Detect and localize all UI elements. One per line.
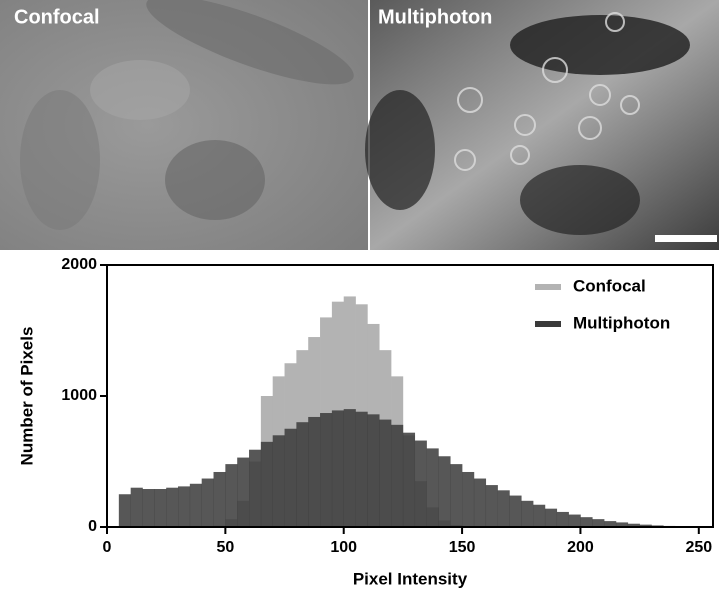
bar [214, 472, 226, 527]
bar [356, 412, 368, 527]
bar [285, 429, 297, 527]
x-tick-label: 0 [103, 539, 112, 556]
legend-label: Multiphoton [573, 313, 670, 332]
bar [273, 435, 285, 527]
bar [592, 519, 604, 527]
x-tick-label: 200 [567, 539, 594, 556]
legend-swatch [535, 284, 561, 290]
bar [379, 420, 391, 527]
y-tick-label: 1000 [61, 387, 97, 404]
bar [498, 490, 510, 527]
bar [569, 515, 581, 527]
image-label: Multiphoton [378, 6, 492, 28]
x-tick-label: 100 [330, 539, 357, 556]
bar [391, 425, 403, 527]
bar [154, 489, 166, 527]
bar [462, 472, 474, 527]
bar [332, 410, 344, 527]
x-tick-label: 50 [216, 539, 234, 556]
legend-label: Confocal [573, 276, 646, 295]
bar [486, 485, 498, 527]
bar [415, 441, 427, 527]
bar [545, 509, 557, 527]
histogram: 0 1000 2000 0 50 100 150 200 250 Confocal Multipho… [61, 256, 713, 556]
bar [580, 517, 592, 527]
legend-swatch [535, 321, 561, 327]
bar [450, 464, 462, 527]
bar [131, 488, 143, 527]
bar [521, 501, 533, 527]
bar [225, 464, 237, 527]
bar [296, 422, 308, 527]
bar [320, 413, 332, 527]
bar [261, 442, 273, 527]
y-tick-label: 2000 [61, 256, 97, 273]
x-axis-title: Pixel Intensity [353, 569, 468, 588]
y-axis-title: Number of Pixels [17, 327, 36, 466]
bar [509, 496, 521, 527]
bar [403, 433, 415, 527]
bar [367, 414, 379, 527]
x-tick-label: 250 [685, 539, 712, 556]
bar [178, 486, 190, 527]
bar [557, 512, 569, 527]
bar [237, 458, 249, 527]
bar [190, 484, 202, 527]
confocal-image: Confocal [0, 0, 368, 250]
bar [119, 494, 131, 527]
image-label: Confocal [14, 6, 100, 28]
bar [249, 450, 261, 527]
bar [427, 448, 439, 527]
multiphoton-image: Multiphoton [365, 0, 719, 250]
bar [308, 417, 320, 527]
bar [438, 456, 450, 527]
bar [344, 409, 356, 527]
bar [533, 505, 545, 527]
bar [166, 488, 178, 527]
y-tick-label: 0 [88, 518, 97, 535]
bar [143, 489, 155, 527]
bar [202, 479, 214, 527]
x-tick-label: 150 [449, 539, 476, 556]
bar [474, 479, 486, 527]
